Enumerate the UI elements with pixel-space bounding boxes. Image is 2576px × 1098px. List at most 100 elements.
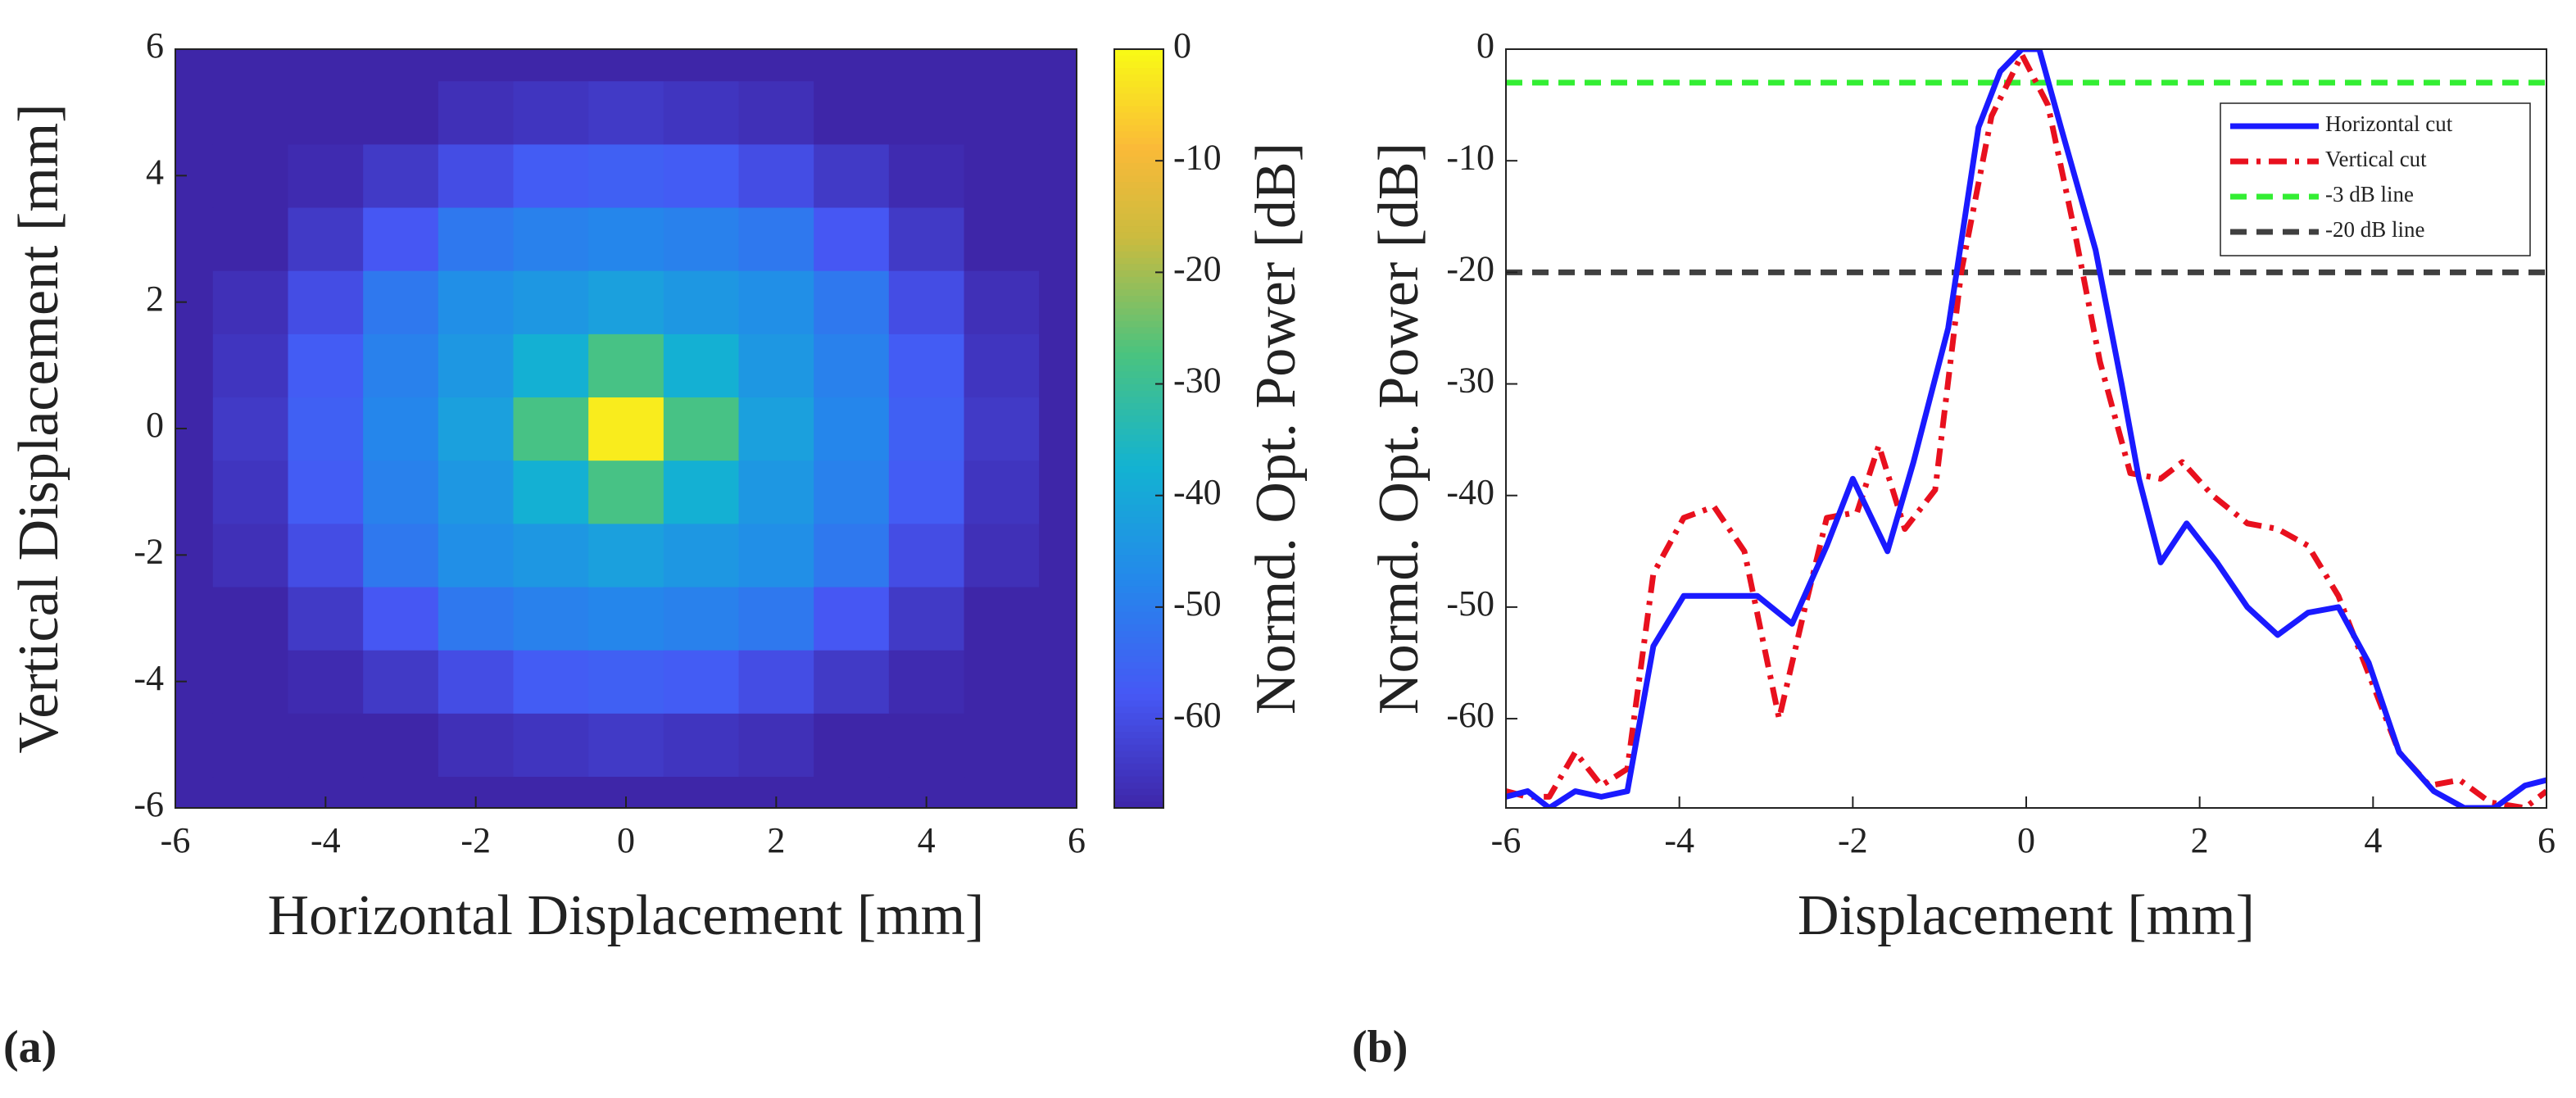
colorbar-segment xyxy=(1114,169,1163,176)
heat-cell xyxy=(738,143,814,208)
heat-cell xyxy=(175,206,214,271)
heat-cell xyxy=(513,523,589,588)
heat-cell xyxy=(814,80,890,145)
x-tick-label: -6 xyxy=(161,820,191,860)
colorbar-segment xyxy=(1114,143,1163,152)
colorbar-segment xyxy=(1114,238,1163,246)
heat-cell xyxy=(288,333,364,398)
colorbar-segment xyxy=(1114,112,1163,120)
colorbar-segment xyxy=(1114,681,1163,688)
colorbar-segment xyxy=(1114,359,1163,366)
heat-cell xyxy=(212,49,289,82)
colorbar-segment xyxy=(1114,378,1163,385)
heat-cell xyxy=(814,460,890,524)
colorbar-segment xyxy=(1114,586,1163,594)
colorbar-segment xyxy=(1114,669,1163,676)
heat-cell xyxy=(888,80,965,145)
colorbar-segment xyxy=(1114,403,1163,411)
heat-cell xyxy=(964,460,1040,524)
y-tick-label: -30 xyxy=(1446,361,1494,401)
heat-cell xyxy=(212,713,289,778)
heat-cell xyxy=(964,397,1040,461)
colorbar-segment xyxy=(1114,801,1163,809)
colorbar-segment xyxy=(1114,592,1163,600)
colorbar-segment xyxy=(1114,434,1163,442)
heat-cell xyxy=(438,586,515,651)
colorbar-segment xyxy=(1114,656,1163,664)
colorbar-segment xyxy=(1114,618,1163,625)
heat-cell xyxy=(175,713,214,778)
colorbar-tick-label: 0 xyxy=(1173,25,1191,66)
colorbar-segment xyxy=(1114,352,1163,360)
colorbar-segment xyxy=(1114,473,1163,480)
colorbar-segment xyxy=(1114,732,1163,739)
series-line xyxy=(1506,52,2547,808)
heat-cell xyxy=(888,143,965,208)
y-tick-label: -40 xyxy=(1446,472,1494,512)
heat-cell xyxy=(738,333,814,398)
heat-cell xyxy=(363,206,439,271)
heat-cell xyxy=(588,460,664,524)
heat-cell xyxy=(212,270,289,334)
x-tick-label: -4 xyxy=(1664,820,1694,860)
heat-cell xyxy=(588,206,664,271)
colorbar-segment xyxy=(1114,713,1163,720)
heat-cell xyxy=(438,650,515,714)
colorbar-segment xyxy=(1114,188,1163,196)
y-tick-label: -4 xyxy=(134,658,164,698)
heat-cell xyxy=(738,523,814,588)
colorbar-segment xyxy=(1114,529,1163,537)
heat-cell xyxy=(1039,776,1077,809)
colorbar-segment xyxy=(1114,763,1163,771)
heat-cell xyxy=(663,586,740,651)
heat-cell xyxy=(438,143,515,208)
colorbar-segment xyxy=(1114,624,1163,632)
colorbar-segment xyxy=(1114,226,1163,234)
y-tick-label: -2 xyxy=(134,531,164,571)
colorbar-segment xyxy=(1114,497,1163,506)
heat-cell xyxy=(363,523,439,588)
x-tick-label: 6 xyxy=(1068,820,1086,860)
y-tick-label: -60 xyxy=(1446,695,1494,735)
x-axis-label: Horizontal Displacement [mm] xyxy=(268,884,985,947)
colorbar-segment xyxy=(1114,371,1163,379)
heat-cell xyxy=(663,713,740,778)
colorbar-segment xyxy=(1114,460,1163,467)
heat-cell xyxy=(964,49,1040,82)
colorbar-segment xyxy=(1114,365,1163,373)
colorbar-segment xyxy=(1114,99,1163,107)
colorbar-tick-label: -20 xyxy=(1173,248,1222,288)
colorbar-segment xyxy=(1114,422,1163,429)
heat-cell xyxy=(588,143,664,208)
heat-cell xyxy=(814,650,890,714)
colorbar-segment xyxy=(1114,308,1163,315)
heat-cell xyxy=(738,460,814,524)
colorbar-segment xyxy=(1114,783,1163,790)
x-tick-label: 4 xyxy=(2364,820,2382,860)
colorbar-segment xyxy=(1114,788,1163,796)
heat-cell xyxy=(513,270,589,334)
colorbar-segment xyxy=(1114,599,1163,606)
colorbar-segment xyxy=(1114,118,1163,126)
colorbar-segment xyxy=(1114,390,1163,398)
colorbar-segment xyxy=(1114,611,1163,619)
heat-cell xyxy=(175,49,214,82)
heat-cell xyxy=(663,397,740,461)
colorbar-segment xyxy=(1114,157,1163,164)
heat-cell xyxy=(212,586,289,651)
colorbar-segment xyxy=(1114,738,1163,746)
colorbar-segment xyxy=(1114,542,1163,550)
heat-cell xyxy=(964,206,1040,271)
colorbar-segment xyxy=(1114,536,1163,543)
heat-cell xyxy=(212,80,289,145)
heat-cell xyxy=(513,206,589,271)
heat-cell xyxy=(964,523,1040,588)
x-tick-label: 0 xyxy=(617,820,635,860)
heat-cell xyxy=(438,270,515,334)
colorbar-segment xyxy=(1114,429,1163,436)
colorbar-segment xyxy=(1114,80,1163,88)
colorbar-segment xyxy=(1114,447,1163,455)
colorbar-segment xyxy=(1114,725,1163,733)
heat-cell xyxy=(363,650,439,714)
colorbar-segment xyxy=(1114,150,1163,157)
